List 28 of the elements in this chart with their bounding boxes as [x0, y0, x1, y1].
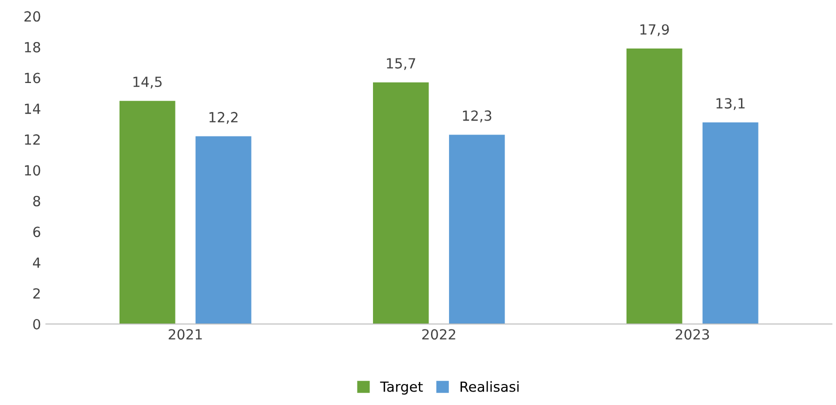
x-tick-label: 2023: [676, 329, 709, 340]
y-tick-label: 14: [24, 104, 40, 114]
data-label: 14,5: [133, 76, 162, 88]
y-tick-label: 4: [32, 258, 40, 268]
legend-label: Realisasi: [460, 381, 519, 392]
x-tick-label: 2022: [422, 329, 456, 340]
y-tick-label: 8: [33, 196, 40, 206]
legend-label: Target: [380, 382, 423, 395]
y-tick-label: 0: [33, 318, 40, 330]
y-tick-label: 2: [33, 288, 40, 298]
bar: [119, 100, 176, 324]
y-tick-label: 20: [24, 11, 40, 22]
y-tick-label: 18: [24, 42, 40, 52]
bar: [702, 122, 758, 324]
data-label: 15,7: [386, 58, 416, 70]
data-label: 12,2: [209, 112, 238, 124]
y-tick-label: 6: [33, 226, 40, 238]
bar: [372, 82, 429, 324]
y-tick-label: 10: [24, 165, 40, 176]
bar: [449, 134, 505, 324]
data-label: 13,1: [716, 98, 745, 110]
data-label: 17,9: [640, 24, 669, 36]
bar: [626, 48, 682, 324]
data-label: 12,3: [462, 110, 492, 122]
x-tick-label: 2021: [168, 329, 202, 340]
y-tick-label: 12: [24, 134, 40, 145]
y-tick-label: 16: [24, 72, 40, 84]
bar: [196, 136, 252, 324]
